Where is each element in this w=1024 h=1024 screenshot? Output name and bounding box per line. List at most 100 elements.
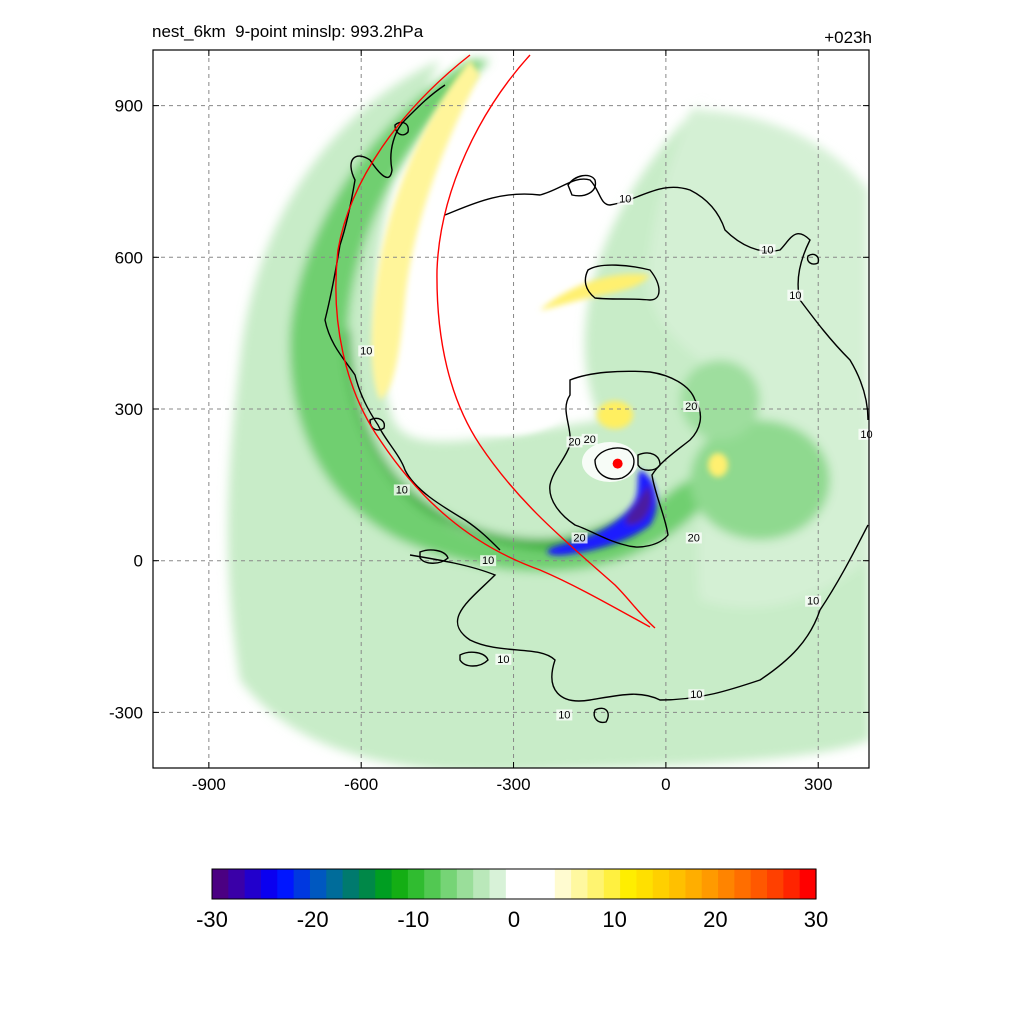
colorbar-swatch: [603, 869, 621, 899]
y-tick-label: 300: [115, 400, 143, 419]
colorbar-swatch: [212, 869, 229, 899]
contour-label-bg: [787, 289, 804, 301]
colorbar-swatch: [358, 869, 376, 899]
y-tick-label: 0: [134, 552, 143, 571]
colorbar-tick-label: 10: [602, 907, 626, 932]
colorbar-swatch: [391, 869, 409, 899]
contour-label: 20: [584, 434, 596, 446]
contour-10-north: [444, 178, 869, 421]
colorbar-frame: [211, 868, 817, 900]
colorbar-swatch: [554, 869, 572, 899]
contour-10-south: [409, 524, 869, 702]
contour-label-bg: [858, 428, 875, 440]
colorbar-swatch: [685, 869, 703, 899]
colorbar-swatch: [375, 869, 393, 899]
colorbar-swatch: [718, 869, 735, 899]
contour-label: 10: [619, 194, 631, 206]
colorbar-swatch: [424, 869, 442, 899]
colorbar-tick-label: -10: [397, 907, 429, 932]
colorbar-swatch: [260, 869, 278, 899]
contour-label-bg: [480, 555, 497, 567]
colorbar-tick-label: 0: [508, 907, 520, 932]
contour-blob-9: [806, 253, 820, 265]
contour-label-bg: [617, 193, 634, 205]
x-tick-label: -900: [192, 775, 226, 794]
contour-label-bg: [683, 401, 700, 412]
contour-20-inner-ring: [549, 370, 702, 548]
field-yellow-arc: [371, 60, 480, 400]
colorbar-swatch: [440, 869, 458, 899]
contour-label: 10: [807, 596, 819, 608]
contour-label: 10: [558, 709, 570, 721]
contour-blob-1: [567, 174, 597, 197]
contour-label: 10: [482, 555, 494, 567]
colorbar-swatch: [783, 869, 801, 899]
contour-label-bg: [805, 595, 822, 607]
field-yellow-north: [540, 274, 650, 310]
field-white-clearing: [425, 220, 560, 435]
colorbar-swatch: [309, 869, 327, 899]
colorbar-swatch: [522, 869, 540, 899]
contour-label-bg: [581, 433, 598, 445]
contour-label-bg: [688, 689, 705, 701]
contour-label-bg: [495, 653, 512, 665]
field-medium-green-arc: [289, 60, 720, 572]
colorbar-swatch: [620, 869, 638, 899]
colorbar-swatch: [489, 869, 507, 899]
colorbar-swatch: [407, 869, 425, 899]
contour-20-eye: [594, 447, 635, 480]
colorbar-labels: -30 -20 -10 0 10 20 30: [196, 907, 828, 932]
field-navy-core: [625, 485, 652, 525]
contour-label-bg: [759, 244, 776, 256]
colorbar-swatch: [228, 869, 246, 899]
red-line-outer: [335, 54, 651, 628]
contour-lines: [324, 84, 869, 724]
colorbar-tick-label: -30: [196, 907, 228, 932]
contour-label: 10: [360, 345, 372, 357]
field-yellow-right: [708, 453, 728, 477]
chart-title: nest_6km 9-point minslp: 993.2hPa: [152, 22, 424, 41]
colorbar-swatch: [244, 869, 262, 899]
contour-label-bg: [685, 532, 702, 544]
colorbar-swatch: [636, 869, 654, 899]
colorbar-swatch: [342, 869, 360, 899]
colorbar-swatch: [326, 869, 344, 899]
forecast-hour-label: +023h: [824, 28, 872, 47]
contour-blob-7: [459, 651, 489, 667]
red-boundary-lines: [335, 54, 656, 629]
colorbar-swatch: [734, 869, 752, 899]
contour-label: 20: [568, 436, 580, 448]
contour-label: 20: [573, 532, 585, 544]
colorbar-swatch: [767, 869, 784, 899]
contour-label: 20: [685, 401, 697, 413]
contour-10-west-arc: [324, 244, 501, 551]
contour-label-bg: [571, 532, 588, 544]
field-center-eye: [582, 442, 638, 482]
contour-label-bg: [358, 345, 375, 357]
contour-label: 10: [690, 689, 702, 701]
contour-label-bg: [556, 709, 573, 721]
colorbar-tick-label: 20: [703, 907, 727, 932]
x-tick-label: 300: [804, 775, 832, 794]
x-tick-label: 0: [661, 775, 670, 794]
colorbar-swatch: [652, 869, 670, 899]
contour-label-bg: [566, 436, 583, 448]
colorbar-swatch: [538, 869, 556, 899]
colorbar-swatch: [456, 869, 474, 899]
field-yellow-center: [597, 401, 633, 429]
colorbar-swatch: [799, 869, 817, 899]
x-tick-label: -300: [497, 775, 531, 794]
contour-blob-4: [637, 452, 661, 471]
colorbar-swatch: [669, 869, 687, 899]
red-line-inner: [436, 54, 656, 629]
contour-label: 10: [761, 244, 773, 256]
contour-10-northwest: [339, 84, 446, 246]
contour-label-bg: [393, 484, 410, 496]
x-tick-label: -600: [344, 775, 378, 794]
contour-label: 10: [396, 484, 408, 496]
y-axis: -300 0 300 600 900: [109, 97, 869, 722]
contour-blob-8: [593, 707, 609, 724]
colorbar-swatch: [293, 869, 311, 899]
field-blue-core: [547, 470, 657, 556]
